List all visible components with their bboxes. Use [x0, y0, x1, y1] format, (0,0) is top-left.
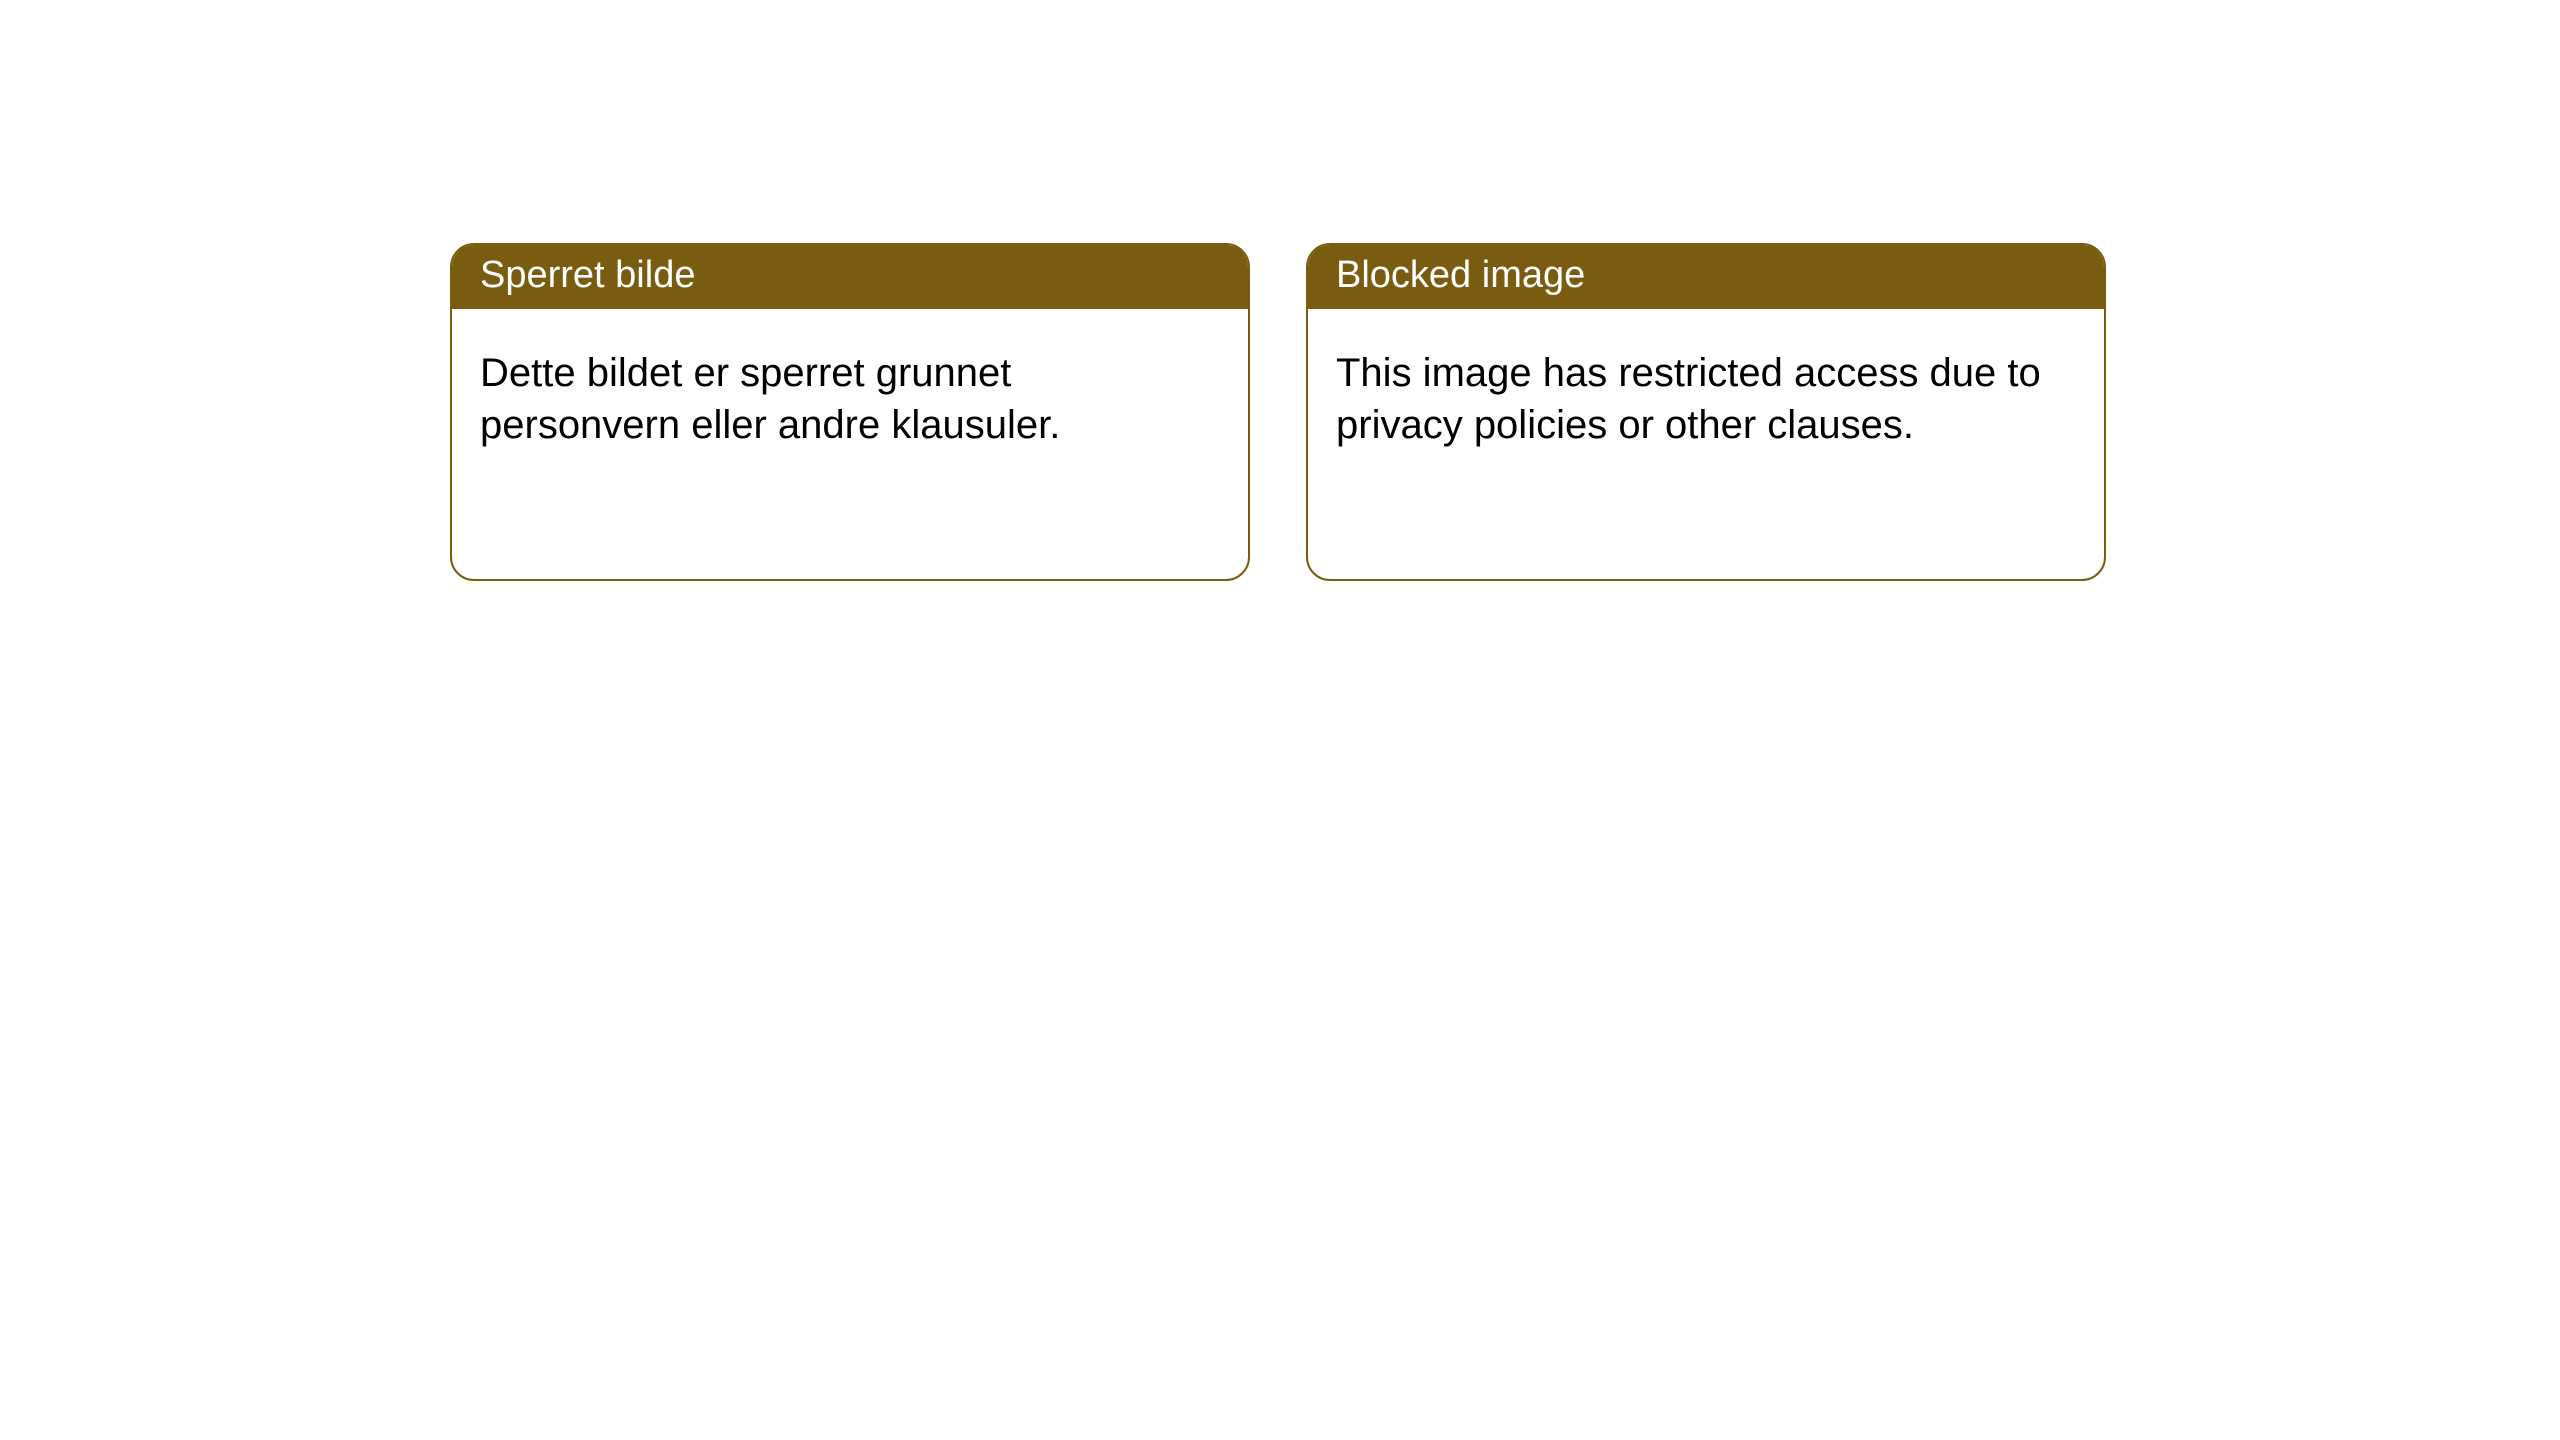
- notice-card-body: Dette bildet er sperret grunnet personve…: [452, 309, 1248, 579]
- notice-card-header: Blocked image: [1308, 245, 2104, 309]
- notice-card-header: Sperret bilde: [452, 245, 1248, 309]
- notice-card-body: This image has restricted access due to …: [1308, 309, 2104, 579]
- notice-card-english: Blocked image This image has restricted …: [1306, 243, 2106, 581]
- notice-card-norwegian: Sperret bilde Dette bildet er sperret gr…: [450, 243, 1250, 581]
- notice-card-message: This image has restricted access due to …: [1336, 351, 2041, 447]
- notice-cards-container: Sperret bilde Dette bildet er sperret gr…: [450, 243, 2106, 581]
- notice-card-title: Blocked image: [1336, 254, 1585, 296]
- notice-card-message: Dette bildet er sperret grunnet personve…: [480, 351, 1060, 447]
- notice-card-title: Sperret bilde: [480, 254, 695, 296]
